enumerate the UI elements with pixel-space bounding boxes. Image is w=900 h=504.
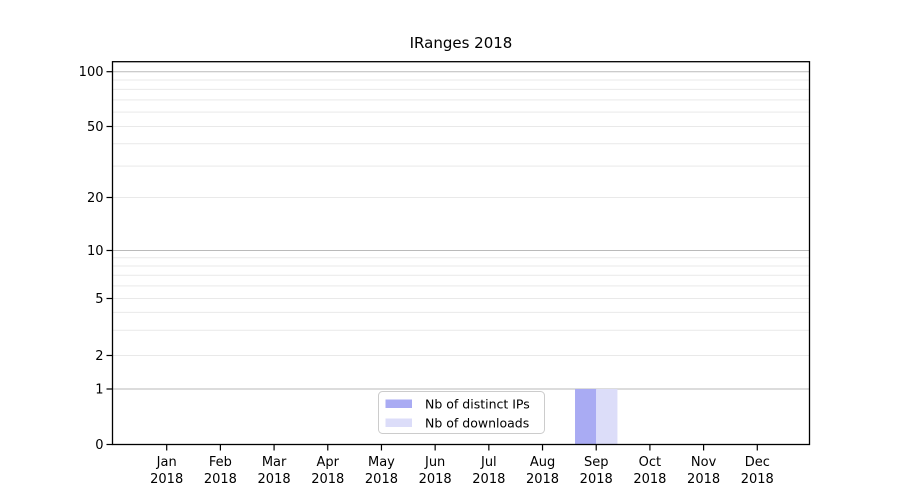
x-tick-label: Jul 2018 — [472, 455, 505, 487]
plot-border — [111, 61, 811, 446]
x-tick-label: Aug 2018 — [526, 455, 559, 487]
y-tick-label: 1 — [95, 383, 103, 398]
legend-swatch-distinct-ips — [385, 399, 412, 408]
x-tick-label: Jun 2018 — [419, 455, 452, 487]
x-tick-label: Apr 2018 — [311, 455, 344, 487]
legend-label-distinct-ips: Nb of distinct IPs — [425, 397, 530, 412]
x-tick-label: May 2018 — [365, 455, 398, 487]
legend-box — [378, 391, 545, 434]
legend-swatch-downloads — [385, 418, 412, 427]
y-tick-label: 100 — [79, 65, 104, 80]
x-tick-label: Oct 2018 — [633, 455, 666, 487]
bar-nb-of-downloads — [596, 389, 618, 445]
y-tick-label: 20 — [87, 191, 104, 206]
y-tick-label: 5 — [95, 292, 103, 307]
bars-layer — [575, 389, 618, 445]
chart-title: IRanges 2018 — [410, 34, 513, 52]
y-tick-label: 2 — [95, 349, 103, 364]
bar-nb-of-distinct-ips — [575, 389, 597, 445]
y-tick-label: 0 — [95, 438, 103, 453]
legend-label-downloads: Nb of downloads — [425, 416, 529, 431]
axes-layer: 0 1 2 5 10 20 50 100 Jan 2018 Feb 2018 Mar 2018 Apr 201… — [79, 65, 774, 487]
x-tick-label: Mar 2018 — [258, 455, 291, 487]
legend: Nb of distinct IPs Nb of downloads — [378, 391, 545, 434]
y-tick-label: 50 — [87, 120, 104, 135]
gridlines-layer — [112, 71, 810, 390]
y-tick-label: 10 — [87, 244, 104, 259]
x-tick-label: Dec 2018 — [741, 455, 774, 487]
x-tick-label: Sep 2018 — [580, 455, 613, 487]
x-tick-label: Nov 2018 — [687, 455, 720, 487]
x-tick-label: Jan 2018 — [150, 455, 183, 487]
x-tick-label: Feb 2018 — [204, 455, 237, 487]
